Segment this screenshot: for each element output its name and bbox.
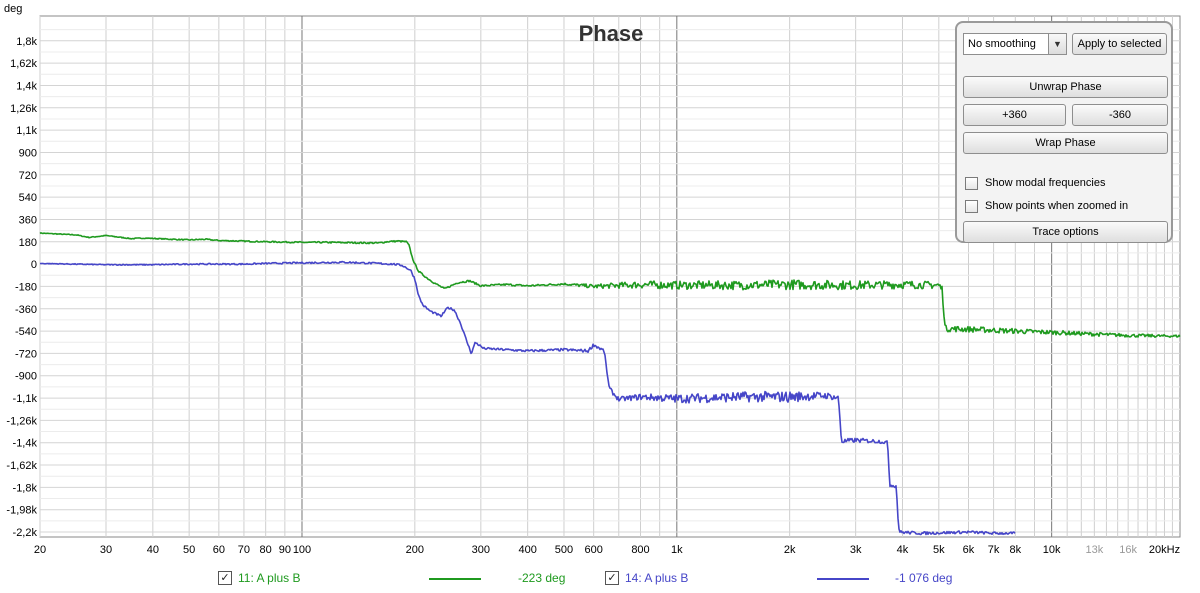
y-tick-label: 900 xyxy=(19,147,37,159)
modal-frequencies-label: Show modal frequencies xyxy=(985,177,1106,189)
legend-label-11: 11: A plus B xyxy=(238,571,301,585)
x-tick-label: 10k xyxy=(1043,544,1061,556)
x-tick-label: 70 xyxy=(238,544,250,556)
chart-title: Phase xyxy=(579,21,644,46)
x-tick-label: 300 xyxy=(472,544,490,556)
x-tick-label: 40 xyxy=(147,544,159,556)
legend-value-14: -1 076 deg xyxy=(895,571,953,585)
y-tick-label: 1,62k xyxy=(10,58,37,70)
x-tick-label: 13k xyxy=(1085,544,1103,556)
y-tick-label: 180 xyxy=(19,237,37,249)
x-tick-label: 90 xyxy=(279,544,291,556)
y-tick-label: -2,2k xyxy=(13,527,38,539)
x-tick-label: 1k xyxy=(671,544,683,556)
points-zoomed-label: Show points when zoomed in xyxy=(985,200,1129,212)
x-tick-label: 4k xyxy=(897,544,909,556)
y-tick-label: -900 xyxy=(15,371,37,383)
chevron-down-icon[interactable]: ▼ xyxy=(1048,34,1066,54)
legend-checkbox-11[interactable]: ✓ xyxy=(218,571,232,585)
legend-label-14: 14: A plus B xyxy=(625,571,689,585)
plus-360-button[interactable]: +360 xyxy=(963,104,1066,126)
x-tick-label: 80 xyxy=(260,544,272,556)
x-tick-label: 400 xyxy=(518,544,536,556)
modal-frequencies-checkbox[interactable] xyxy=(965,176,978,190)
wrap-phase-button[interactable]: Wrap Phase xyxy=(963,132,1168,154)
y-tick-label: -1,8k xyxy=(13,482,38,494)
x-tick-label: 8k xyxy=(1010,544,1022,556)
x-tick-label: 50 xyxy=(183,544,195,556)
y-tick-label: -360 xyxy=(15,304,37,316)
y-tick-label: 1,26k xyxy=(10,103,37,115)
y-tick-label: 540 xyxy=(19,192,37,204)
unwrap-phase-button[interactable]: Unwrap Phase xyxy=(963,76,1168,98)
minus-360-button[interactable]: -360 xyxy=(1072,104,1168,126)
y-tick-label: -1,98k xyxy=(6,505,37,517)
x-tick-label: 5k xyxy=(933,544,945,556)
x-tick-label: 6k xyxy=(963,544,975,556)
smoothing-select[interactable]: No smoothing ▼ xyxy=(963,33,1067,55)
y-tick-label: -1,1k xyxy=(13,393,38,405)
series-line-11 xyxy=(39,232,1181,339)
y-axis-labels: 1,8k 1,62k 1,4k 1,26k 1,1k 900 720 540 360 180 0 -1… xyxy=(6,36,37,539)
y-tick-label: 1,8k xyxy=(16,36,37,48)
x-tick-label: 7k xyxy=(988,544,1000,556)
x-tick-label: 500 xyxy=(555,544,573,556)
y-tick-label: -720 xyxy=(15,348,37,360)
y-tick-label: -1,62k xyxy=(6,460,37,472)
x-tick-label: 800 xyxy=(631,544,649,556)
x-tick-label: 600 xyxy=(584,544,602,556)
smoothing-value: No smoothing xyxy=(968,38,1036,50)
x-tick-label: 30 xyxy=(100,544,112,556)
legend-item-14[interactable]: ✓ 14: A plus B xyxy=(605,569,688,587)
y-tick-label: 360 xyxy=(19,214,37,226)
x-tick-label: 200 xyxy=(406,544,424,556)
x-tick-label: 20 xyxy=(34,544,46,556)
series-lines xyxy=(39,232,1181,536)
x-tick-label: 2k xyxy=(784,544,796,556)
legend-value-11: -223 deg xyxy=(518,571,566,585)
legend-checkbox-14[interactable]: ✓ xyxy=(605,571,619,585)
points-zoomed-toggle[interactable]: Show points when zoomed in xyxy=(965,198,1128,214)
x-tick-label: 60 xyxy=(213,544,225,556)
x-tick-label: 16k xyxy=(1119,544,1137,556)
y-tick-label: -1,4k xyxy=(13,438,38,450)
modal-frequencies-toggle[interactable]: Show modal frequencies xyxy=(965,175,1105,191)
phase-controls-panel: No smoothing ▼ Apply to selected Unwrap … xyxy=(955,21,1173,243)
y-tick-label: 1,1k xyxy=(16,125,37,137)
legend-item-11[interactable]: ✓ 11: A plus B xyxy=(218,569,301,587)
trace-options-button[interactable]: Trace options xyxy=(963,221,1168,243)
x-tick-label: 3k xyxy=(850,544,862,556)
points-zoomed-checkbox[interactable] xyxy=(965,199,978,213)
y-tick-label: -180 xyxy=(15,281,37,293)
y-tick-label: 720 xyxy=(19,170,37,182)
series-line-14 xyxy=(39,260,1016,536)
x-tick-label: 20kHz xyxy=(1149,544,1180,556)
y-tick-label: 0 xyxy=(31,259,37,271)
x-tick-label: 100 xyxy=(293,544,311,556)
y-tick-label: 1,4k xyxy=(16,80,37,92)
y-axis-unit: deg xyxy=(4,3,22,15)
y-tick-label: -540 xyxy=(15,326,37,338)
legend-swatch-11 xyxy=(429,578,481,580)
x-axis-labels: 20 30 40 50 60 70 80 90 100 200 300 400 500 600 800 1k 2… xyxy=(34,544,1180,556)
apply-to-selected-button[interactable]: Apply to selected xyxy=(1072,33,1167,55)
legend-swatch-14 xyxy=(817,578,869,580)
y-tick-label: -1,26k xyxy=(6,415,37,427)
